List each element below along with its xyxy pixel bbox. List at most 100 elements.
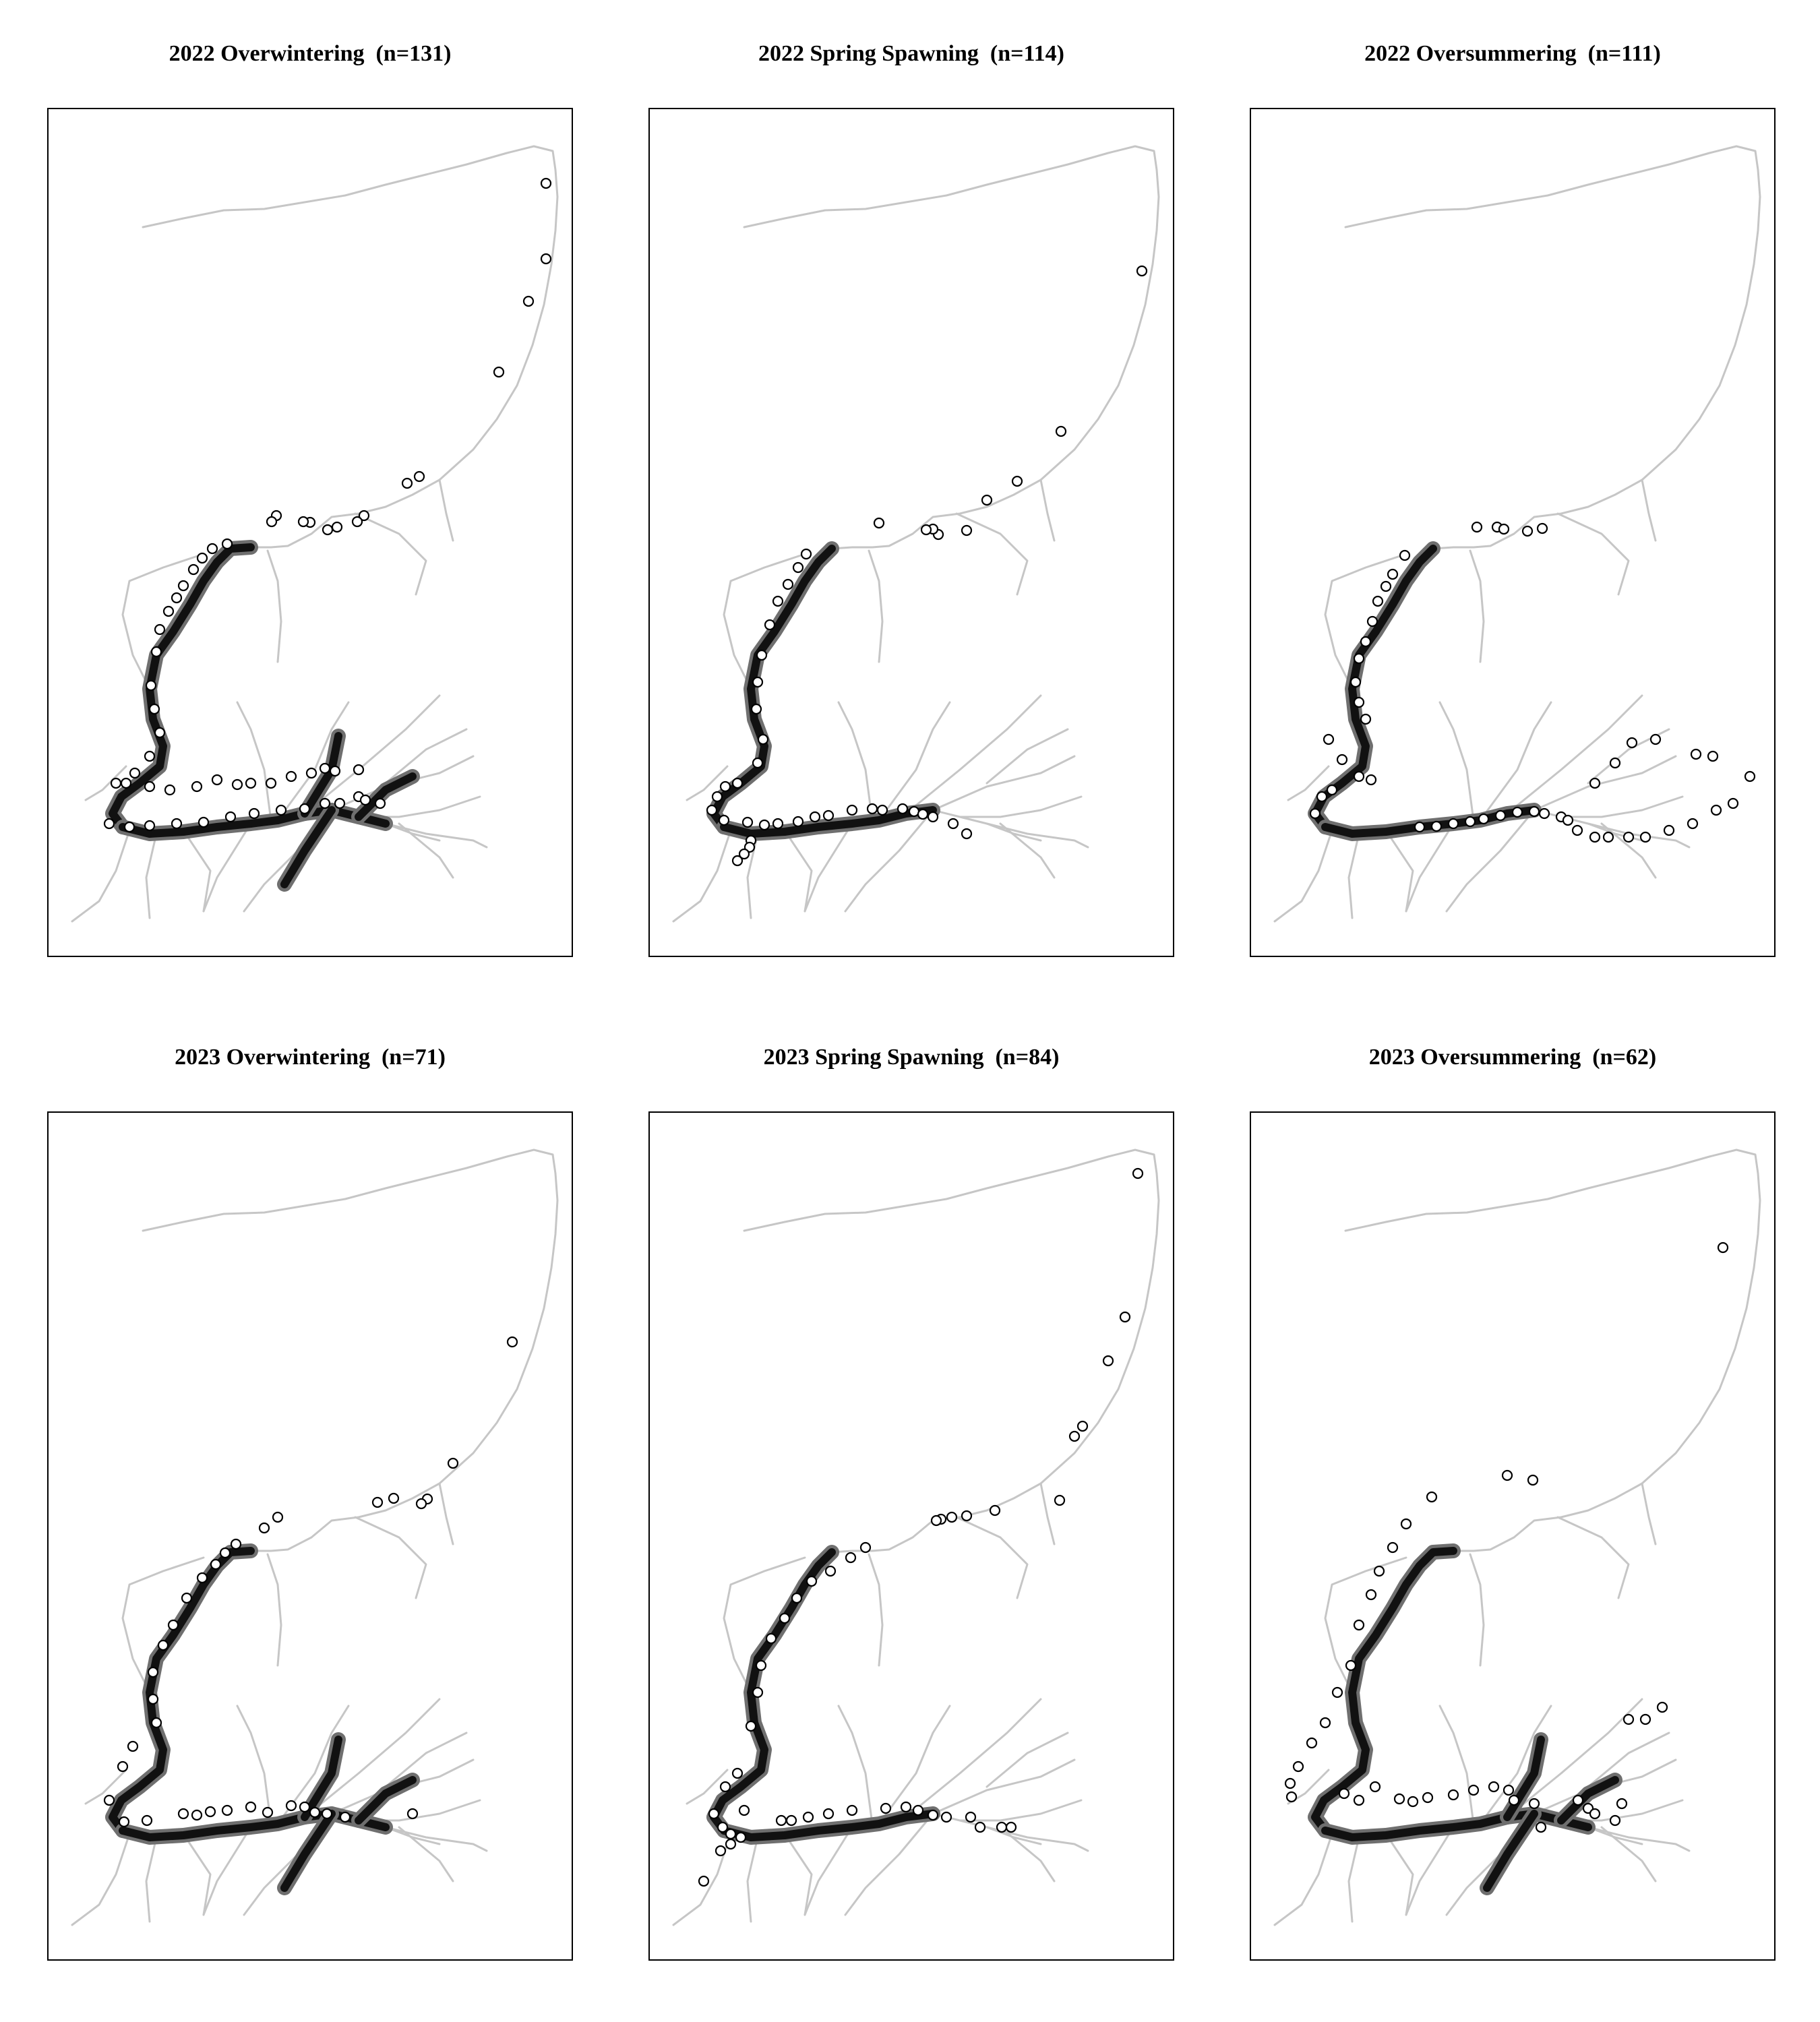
- detection-point: [230, 1538, 242, 1550]
- detection-point: [735, 1831, 747, 1843]
- river-line: [985, 822, 1089, 849]
- river-line: [1600, 822, 1657, 879]
- detection-point: [719, 1781, 731, 1793]
- river-line: [1039, 1482, 1056, 1545]
- detection-point: [262, 1806, 274, 1818]
- detection-point: [717, 1821, 729, 1833]
- detection-point: [800, 548, 812, 560]
- detection-point: [1292, 1760, 1304, 1773]
- detection-point: [374, 797, 386, 809]
- occupied-reach: [109, 1547, 255, 1835]
- detection-point: [930, 1514, 942, 1527]
- occupied-reach: [710, 1548, 836, 1835]
- river-line: [142, 1148, 559, 1485]
- detection-point: [876, 804, 888, 816]
- detection-point: [285, 1800, 297, 1812]
- river-line: [182, 829, 212, 913]
- river-map: [672, 1148, 1160, 1926]
- detection-point: [772, 595, 784, 607]
- river-line: [955, 1516, 1029, 1599]
- detection-point: [321, 1808, 333, 1820]
- detection-point: [927, 811, 939, 823]
- river-line: [1556, 512, 1630, 596]
- detection-point: [1306, 1737, 1318, 1749]
- river-line: [202, 822, 252, 913]
- river-line: [1506, 694, 1643, 815]
- detection-point: [1132, 1167, 1144, 1180]
- detection-point: [1710, 804, 1722, 816]
- panel-title: 2023 Spring Spawning (n=84): [763, 1045, 1060, 1070]
- river-line: [1344, 145, 1761, 481]
- detection-point: [319, 797, 331, 809]
- river-line: [878, 1705, 951, 1825]
- detection-point: [171, 592, 183, 604]
- river-line: [1445, 809, 1536, 913]
- detection-point: [750, 703, 762, 715]
- detection-point: [1426, 1491, 1438, 1503]
- detection-point: [772, 818, 784, 830]
- river-line: [276, 1705, 350, 1825]
- river-line: [932, 1758, 1076, 1815]
- river-line: [803, 822, 853, 913]
- river-line: [783, 829, 813, 913]
- detection-point: [1663, 824, 1675, 836]
- detection-point: [1707, 750, 1719, 762]
- river-line: [438, 1482, 454, 1545]
- detection-point: [1622, 831, 1635, 843]
- detection-point: [1414, 821, 1426, 833]
- river-line: [743, 145, 1160, 481]
- detection-point: [845, 1552, 857, 1564]
- river-line: [1039, 479, 1056, 542]
- detection-point: [167, 1619, 179, 1631]
- river-line: [783, 1833, 813, 1916]
- river-line: [1405, 822, 1455, 913]
- detection-point: [1285, 1791, 1298, 1803]
- detection-point: [406, 1808, 419, 1820]
- detection-point: [764, 619, 776, 631]
- detection-point: [1353, 1794, 1365, 1806]
- detection-point: [147, 1693, 159, 1705]
- detection-point: [171, 818, 183, 830]
- detection-point: [1609, 1814, 1621, 1827]
- river-line: [84, 1769, 127, 1805]
- detection-point: [755, 1659, 767, 1672]
- detection-point: [245, 1801, 257, 1813]
- detection-point: [1323, 733, 1335, 745]
- detection-point: [866, 803, 878, 815]
- detection-point: [940, 1811, 952, 1823]
- detection-point: [752, 1686, 764, 1698]
- detection-point: [782, 578, 794, 590]
- map-frame: [1250, 1111, 1776, 1961]
- river-line: [1479, 701, 1552, 822]
- detection-point: [1501, 1469, 1513, 1481]
- detection-point: [162, 605, 175, 617]
- detection-point: [715, 1845, 727, 1857]
- detection-point: [1380, 580, 1392, 592]
- river-map: [71, 1148, 559, 1926]
- river-line: [999, 1826, 1056, 1882]
- detection-point: [792, 561, 804, 574]
- detection-point: [117, 1760, 129, 1773]
- detection-point: [206, 543, 218, 555]
- river-line: [438, 479, 454, 542]
- detection-point: [1336, 754, 1348, 766]
- map-frame: [1250, 108, 1776, 957]
- detection-point: [123, 821, 135, 833]
- detection-point: [946, 1511, 958, 1523]
- river-line: [266, 549, 282, 663]
- occupied-reach: [1557, 1776, 1619, 1825]
- river-line: [1587, 1732, 1670, 1788]
- detection-point: [1387, 1541, 1399, 1554]
- detection-point: [1011, 475, 1023, 487]
- detection-point: [181, 1592, 193, 1604]
- panel-title: 2023 Oversummering (n=62): [1368, 1045, 1657, 1070]
- river-line: [955, 512, 1029, 596]
- river-line: [1347, 1836, 1360, 1923]
- river-line: [384, 1826, 488, 1852]
- detection-point: [413, 470, 425, 483]
- detection-point: [245, 777, 257, 789]
- detection-point: [144, 780, 156, 793]
- river-line: [1273, 1833, 1333, 1926]
- detection-point: [1331, 1686, 1343, 1698]
- detection-point: [388, 1492, 400, 1504]
